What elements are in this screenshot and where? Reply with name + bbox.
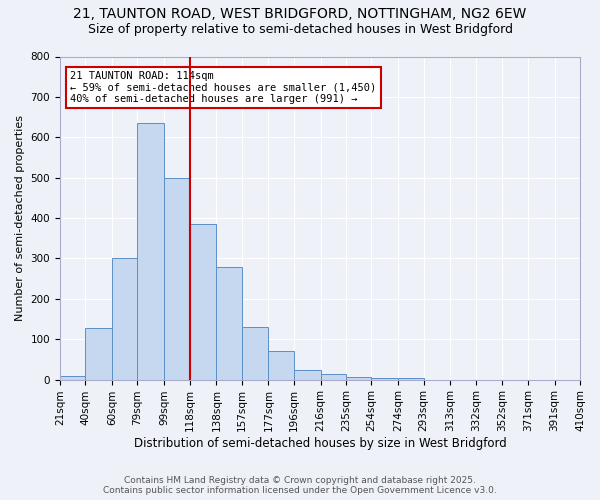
Bar <box>268 352 294 380</box>
Bar <box>346 377 371 380</box>
Bar <box>371 378 398 380</box>
Bar <box>60 376 85 380</box>
Y-axis label: Number of semi-detached properties: Number of semi-detached properties <box>15 115 25 321</box>
Bar <box>320 374 346 380</box>
Bar <box>85 328 112 380</box>
Text: 21, TAUNTON ROAD, WEST BRIDGFORD, NOTTINGHAM, NG2 6EW: 21, TAUNTON ROAD, WEST BRIDGFORD, NOTTIN… <box>73 8 527 22</box>
Text: 21 TAUNTON ROAD: 114sqm
← 59% of semi-detached houses are smaller (1,450)
40% of: 21 TAUNTON ROAD: 114sqm ← 59% of semi-de… <box>70 71 377 104</box>
X-axis label: Distribution of semi-detached houses by size in West Bridgford: Distribution of semi-detached houses by … <box>134 437 506 450</box>
Bar <box>217 268 242 380</box>
Bar <box>112 258 137 380</box>
Bar <box>398 378 424 380</box>
Bar <box>190 224 217 380</box>
Bar <box>294 370 320 380</box>
Text: Contains HM Land Registry data © Crown copyright and database right 2025.
Contai: Contains HM Land Registry data © Crown c… <box>103 476 497 495</box>
Bar <box>164 178 190 380</box>
Bar <box>242 327 268 380</box>
Bar <box>137 123 164 380</box>
Text: Size of property relative to semi-detached houses in West Bridgford: Size of property relative to semi-detach… <box>88 22 512 36</box>
